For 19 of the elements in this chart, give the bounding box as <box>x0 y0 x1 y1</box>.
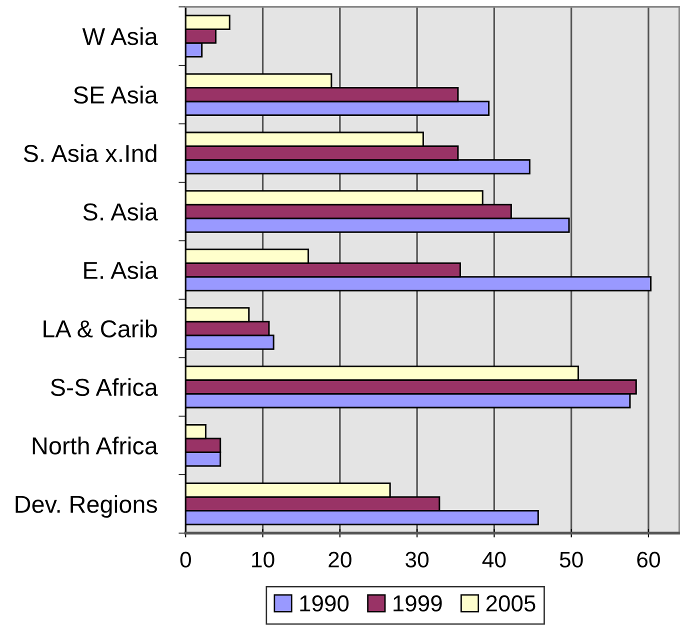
y-tick-label: S-S Africa <box>50 378 158 396</box>
y-tick-label: Dev. Regions <box>16 495 157 518</box>
y-tick-label: S. Asia x.Ind <box>24 144 156 162</box>
x-tick-label: 20 <box>328 552 352 568</box>
y-tick-label: E. Asia <box>84 261 158 280</box>
y-tick-label: North Africa <box>32 436 158 454</box>
y-tick-label: LA & Carib <box>44 320 157 338</box>
x-tick-label: 60 <box>637 552 660 568</box>
legend-label: 2005 <box>486 595 536 612</box>
y-tick-label: S. Asia <box>83 202 158 221</box>
x-tick-label: 10 <box>252 552 274 568</box>
legend-label: 1990 <box>300 595 349 612</box>
x-tick-label: 30 <box>406 552 429 568</box>
x-tick-label: 0 <box>180 552 191 568</box>
y-tick-label: W Asia <box>82 27 158 46</box>
y-tick-label: SE Asia <box>74 86 158 104</box>
x-tick-label: 50 <box>560 552 583 568</box>
legend-label: 1999 <box>394 595 442 612</box>
x-tick-label: 40 <box>482 552 506 568</box>
